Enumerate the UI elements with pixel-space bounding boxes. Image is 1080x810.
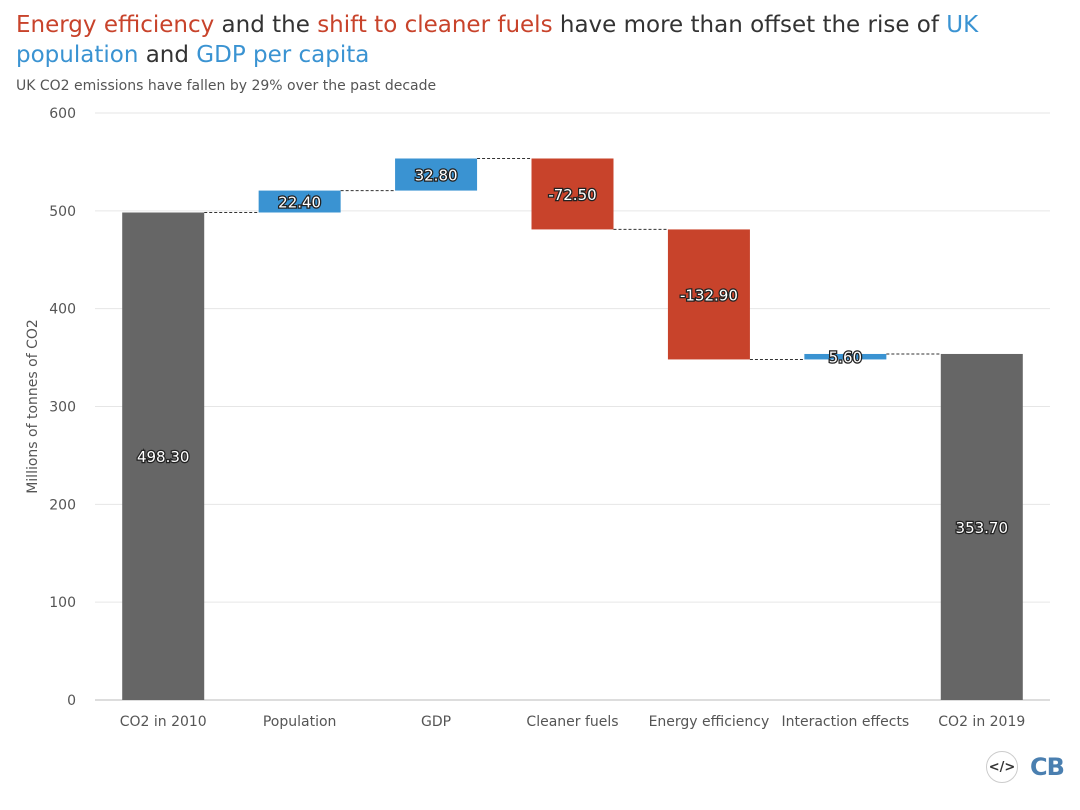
- bar-gdp: [395, 158, 478, 191]
- bar-interaction-effects: [804, 353, 887, 360]
- y-tick-label: 100: [49, 595, 76, 611]
- x-tick-label: Energy efficiency: [649, 714, 770, 730]
- y-axis-label: Millions of tonnes of CO2: [25, 319, 41, 494]
- code-icon[interactable]: </>: [986, 751, 1018, 783]
- x-tick-label: Cleaner fuels: [526, 714, 618, 730]
- data-label: -132.90: [680, 286, 738, 304]
- y-tick-label: 500: [49, 204, 76, 220]
- bar-co2-in-2019: [940, 353, 1023, 700]
- bar-co2-in-2010: [122, 212, 205, 700]
- logo: </> CB: [986, 751, 1065, 783]
- x-tick-label: Interaction effects: [781, 714, 909, 730]
- chart-subtitle: UK CO2 emissions have fallen by 29% over…: [16, 78, 437, 94]
- data-label: 498.30: [137, 448, 190, 466]
- x-tick-label: Population: [263, 714, 337, 730]
- title-part: and the: [214, 12, 318, 38]
- title-part: have more than offset the rise of: [552, 12, 947, 38]
- title-part: Energy efficiency: [16, 12, 215, 38]
- x-tick-label: GDP: [421, 714, 451, 730]
- data-label: 22.40: [278, 194, 321, 212]
- title-part: shift to cleaner fuels: [317, 12, 553, 38]
- bar-energy-efficiency: [667, 229, 750, 360]
- title-part: and: [138, 42, 197, 68]
- y-tick-label: 300: [49, 400, 76, 416]
- data-label: 32.80: [415, 167, 458, 185]
- bar-population: [258, 190, 341, 213]
- y-tick-label: 600: [49, 106, 76, 122]
- bar-cleaner-fuels: [531, 158, 614, 230]
- chart-title: Energy efficiency and the shift to clean…: [16, 10, 1016, 70]
- data-label: -72.50: [548, 186, 596, 204]
- x-tick-label: CO2 in 2010: [120, 714, 207, 730]
- title-part: UK population: [16, 12, 979, 68]
- y-tick-label: 400: [49, 302, 76, 318]
- data-label: 5.60: [829, 349, 862, 367]
- x-tick-label: CO2 in 2019: [938, 714, 1025, 730]
- y-tick-label: 200: [49, 497, 76, 513]
- title-part: GDP per capita: [196, 42, 370, 68]
- data-label: 353.70: [956, 519, 1009, 537]
- y-tick-label: 0: [67, 693, 76, 709]
- carbon-brief-logo: CB: [1030, 753, 1065, 781]
